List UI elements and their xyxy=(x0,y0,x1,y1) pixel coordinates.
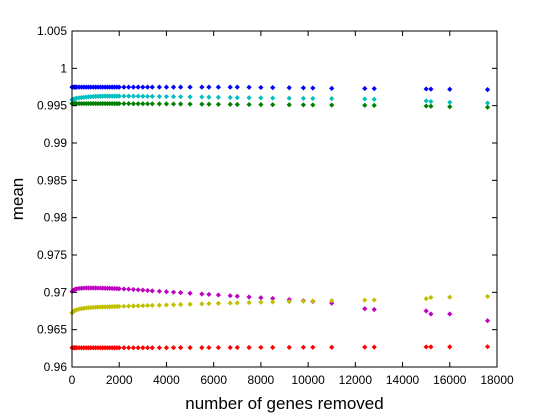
y-tick-label: 0.99 xyxy=(44,136,68,150)
y-tick-label: 0.97 xyxy=(44,285,68,299)
y-axis-label: mean xyxy=(8,178,27,221)
x-tick-label: 8000 xyxy=(248,373,275,387)
y-tick-label: 1 xyxy=(60,61,67,75)
plot-area xyxy=(72,31,497,367)
y-tick-label: 0.96 xyxy=(44,360,68,374)
x-tick-label: 2000 xyxy=(106,373,133,387)
x-tick-label: 4000 xyxy=(153,373,180,387)
y-tick-label: 0.975 xyxy=(37,248,67,262)
y-tick-label: 0.995 xyxy=(37,99,67,113)
y-tick-label: 0.985 xyxy=(37,173,67,187)
y-tick-label: 0.98 xyxy=(44,211,68,225)
x-tick-label: 0 xyxy=(69,373,76,387)
x-axis-label: number of genes removed xyxy=(185,394,383,413)
x-tick-label: 16000 xyxy=(433,373,467,387)
x-tick-label: 18000 xyxy=(480,373,514,387)
x-tick-label: 12000 xyxy=(339,373,373,387)
x-tick-label: 6000 xyxy=(200,373,227,387)
x-tick-label: 10000 xyxy=(291,373,325,387)
x-tick-label: 14000 xyxy=(386,373,420,387)
y-tick-label: 0.965 xyxy=(37,323,67,337)
y-tick-label: 1.005 xyxy=(37,24,67,38)
